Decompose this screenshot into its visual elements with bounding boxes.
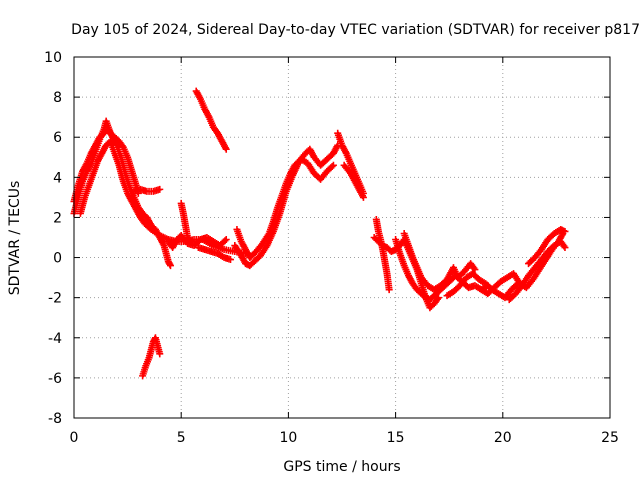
y-tick-label: 4 — [53, 170, 62, 186]
x-tick-label: 10 — [279, 430, 297, 446]
data-point — [433, 295, 441, 303]
data-point — [222, 236, 230, 244]
data-segment — [139, 334, 164, 380]
grid — [74, 57, 610, 418]
data-point — [166, 262, 174, 270]
x-tick-label: 0 — [70, 430, 79, 446]
y-tick-label: 0 — [53, 251, 62, 267]
y-tick-label: 8 — [53, 90, 62, 106]
data-point — [471, 266, 479, 274]
y-axis-label: SDTVAR / TECUs — [7, 181, 23, 296]
plot-frame — [73, 56, 611, 419]
data-point — [385, 286, 393, 294]
data-point — [221, 237, 229, 245]
data-points — [70, 87, 569, 380]
x-axis-label: GPS time / hours — [283, 459, 400, 475]
y-axis-ticks: -8 -6 -4 -2 0 2 4 6 8 10 — [44, 50, 610, 427]
data-segment — [334, 129, 367, 197]
x-tick-label: 20 — [494, 430, 512, 446]
y-tick-label: 6 — [53, 130, 62, 146]
data-point — [227, 256, 235, 264]
y-tick-label: -4 — [48, 331, 62, 347]
data-segment — [505, 238, 569, 304]
data-segment — [177, 199, 196, 246]
data-segment — [194, 244, 235, 264]
data-segment — [76, 137, 250, 258]
data-segment — [372, 215, 393, 294]
data-point — [328, 163, 336, 171]
data-segment — [340, 161, 367, 201]
data-point — [156, 185, 164, 193]
data-point — [470, 264, 478, 272]
x-tick-label: 25 — [601, 430, 619, 446]
data-segment — [233, 155, 337, 262]
data-point — [561, 244, 569, 252]
y-tick-label: -2 — [48, 291, 62, 307]
data-point — [561, 227, 569, 235]
chart-title: Day 105 of 2024, Sidereal Day-to-day VTE… — [71, 22, 640, 38]
y-tick-label: 10 — [44, 50, 62, 66]
data-point — [222, 145, 230, 153]
data-point — [359, 193, 367, 201]
data-point — [329, 161, 337, 169]
data-segment — [400, 229, 479, 294]
y-tick-label: -8 — [48, 411, 62, 427]
x-axis-ticks: 0 5 10 15 20 25 — [70, 57, 619, 446]
x-tick-label: 5 — [177, 430, 186, 446]
y-tick-label: 2 — [53, 210, 62, 226]
x-tick-label: 15 — [387, 430, 405, 446]
data-point — [560, 242, 568, 250]
data-segment — [192, 87, 230, 153]
y-tick-label: -6 — [48, 371, 62, 387]
data-segment — [130, 185, 164, 195]
data-segment — [525, 225, 569, 268]
data-point — [156, 350, 164, 358]
data-segment — [164, 231, 230, 252]
